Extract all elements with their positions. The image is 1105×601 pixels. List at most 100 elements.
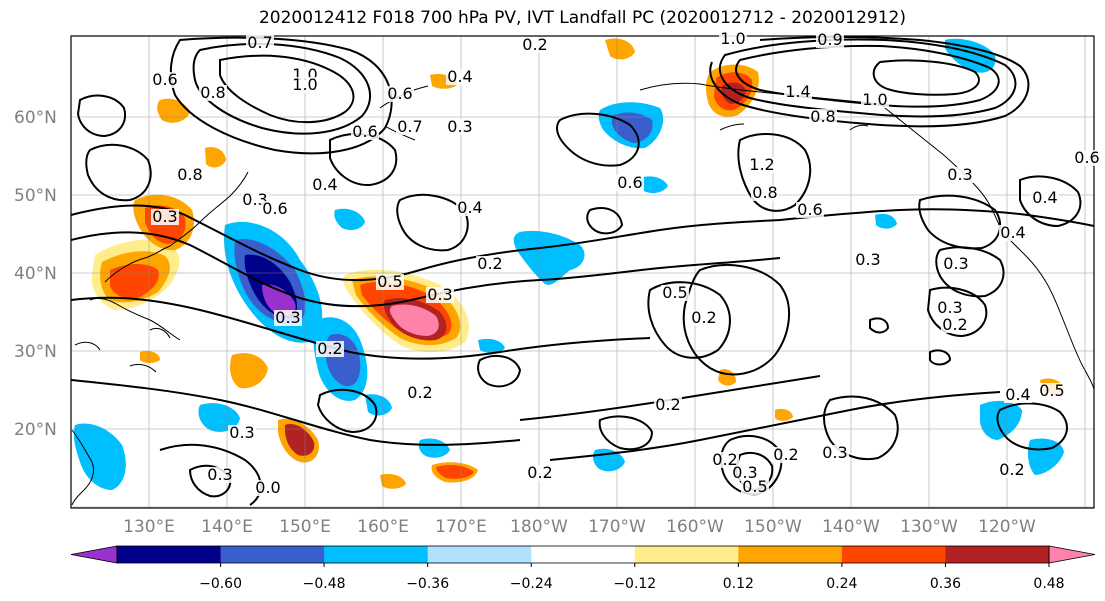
contour-label-bg (1004, 387, 1032, 403)
contour-label: 0.4 (1032, 188, 1057, 207)
contour-label: 0.2 (522, 35, 547, 54)
contour-label-bg (446, 69, 474, 85)
colorbar-extend-max (1048, 545, 1096, 564)
contour-label-bg (1073, 150, 1101, 166)
contour-label: 1.0 (862, 90, 887, 109)
contour-label-bg (1038, 383, 1066, 399)
contour-label-bg (741, 479, 769, 495)
contour-label-bg (386, 86, 414, 102)
contour-label: 0.2 (691, 308, 716, 327)
contour-label-bg (690, 310, 718, 326)
contour-label-bg (772, 447, 800, 463)
colorbar-segment (324, 546, 429, 563)
contour-label-bg (246, 35, 274, 51)
contour-label-bg (719, 31, 747, 47)
colorbar-segment (220, 546, 325, 563)
contour-label: 0.2 (942, 315, 967, 334)
negative-anomaly (478, 338, 505, 354)
contour-label-bg (809, 109, 837, 125)
contour-label-bg (816, 32, 844, 48)
positive-anomaly (205, 147, 226, 168)
contour-label: 1.2 (749, 155, 774, 174)
colorbar-tick-label: −0.24 (510, 576, 553, 592)
contour-label-bg (316, 341, 344, 357)
contour-label-bg (476, 256, 504, 272)
positive-anomaly (605, 38, 635, 60)
contour-label: 0.6 (1074, 148, 1099, 167)
negative-anomaly (980, 400, 1022, 440)
contour-label-bg (351, 124, 379, 140)
contour-label: 0.3 (947, 165, 972, 184)
contour-label: 0.9 (817, 30, 842, 49)
contour-label-bg (526, 465, 554, 481)
contour-label: 1.0 (720, 29, 745, 48)
contour-label: 0.3 (855, 250, 880, 269)
positive-anomaly (389, 304, 439, 336)
positive-anomaly (140, 350, 160, 363)
lon-label: 170°W (588, 517, 646, 537)
colorbar-ticks: −0.60 −0.48 −0.36 −0.24 −0.12 0.12 0.24 0.36 0.4… (199, 563, 1065, 592)
contour-label: 0.3 (152, 207, 177, 226)
contour-label: 0.3 (275, 308, 300, 327)
contour-label-bg (784, 84, 812, 100)
lon-label: 150°E (279, 517, 331, 537)
contour-label-bg (228, 425, 256, 441)
contour-label: 0.2 (477, 254, 502, 273)
contour-label: 0.2 (527, 463, 552, 482)
contour-label-bg (151, 72, 179, 88)
contour-label-bg (711, 452, 739, 468)
colorbar-segment (738, 546, 843, 563)
contour-label: 0.6 (797, 200, 822, 219)
contour-label: 0.6 (152, 70, 177, 89)
contour-label-bg (936, 300, 964, 316)
colorbar (70, 545, 1096, 564)
negative-anomaly (334, 208, 365, 230)
lat-label: 40°N (14, 264, 57, 284)
contour-label: 0.7 (397, 117, 422, 136)
contour-label-bg (998, 462, 1026, 478)
negative-anomaly (418, 438, 450, 458)
colorbar-segment (117, 546, 222, 563)
contour-label: 0.5 (662, 283, 687, 302)
contour-label-bg (199, 85, 227, 101)
colorbar-tick-label: 0.48 (1033, 576, 1064, 592)
contour-label-bg (206, 467, 234, 483)
colorbar-tick-label: 0.24 (826, 576, 857, 592)
pv-contours (71, 36, 1094, 506)
lon-label: 140°W (822, 517, 880, 537)
contour-label-bg (396, 119, 424, 135)
contour-label: 0.3 (822, 443, 847, 462)
contour-label-bg (311, 177, 339, 193)
contour-label: 0.6 (352, 122, 377, 141)
contour-label-bg (854, 252, 882, 268)
contour-label-bg (291, 77, 319, 93)
contour-label: 0.4 (1005, 385, 1030, 404)
contour-label-bg (748, 157, 776, 173)
negative-anomaly (262, 284, 296, 317)
colorbar-tick-label: −0.12 (613, 576, 656, 592)
contour-label: 0.5 (742, 477, 767, 496)
contour-label: 0.4 (447, 67, 472, 86)
lat-label: 20°N (14, 420, 57, 440)
lon-label: 150°W (744, 517, 802, 537)
lat-label: 60°N (14, 108, 57, 128)
lon-label: 180°W (510, 517, 568, 537)
contour-label: 0.8 (810, 107, 835, 126)
colorbar-tick-label: −0.48 (303, 576, 346, 592)
contour-label: 1.4 (785, 82, 810, 101)
contour-label-bg (999, 225, 1027, 241)
map-frame (70, 35, 1095, 509)
positive-anomaly (284, 424, 315, 456)
colorbar-tick-label: 0.36 (930, 576, 961, 592)
negative-anomaly (198, 403, 240, 432)
contour-label: 0.2 (773, 445, 798, 464)
contour-label-bg (751, 185, 779, 201)
contour-labels: 0.71.00.60.8 1.00.20.40.60.7 0.30.60.80.30… (151, 29, 1101, 497)
contour-label: 0.4 (312, 175, 337, 194)
contour-label: 0.0 (255, 478, 280, 497)
contour-label: 0.3 (937, 298, 962, 317)
contour-label-bg (654, 397, 682, 413)
contour-label: 0.2 (999, 460, 1024, 479)
lon-label: 130°E (123, 517, 175, 537)
contour-label: 0.3 (943, 254, 968, 273)
